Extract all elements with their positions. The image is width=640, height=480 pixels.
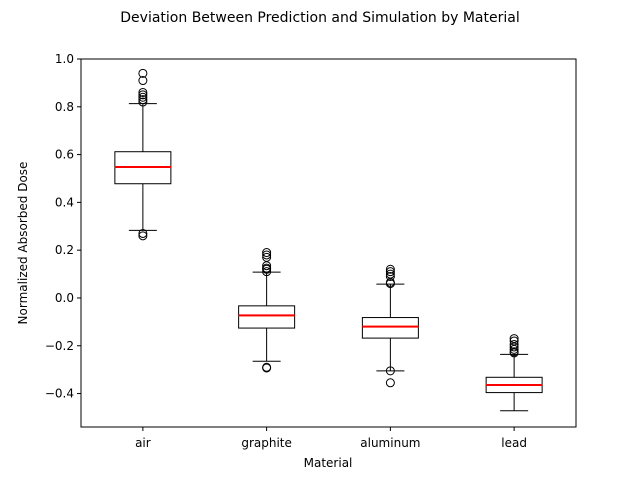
x-tick-label: graphite bbox=[241, 436, 292, 450]
outlier-point bbox=[262, 250, 272, 260]
outlier-point bbox=[509, 336, 519, 346]
iqr-box bbox=[361, 317, 419, 339]
x-tick-label: aluminum bbox=[360, 436, 420, 450]
outlier-point bbox=[138, 231, 148, 241]
box-lead bbox=[485, 334, 543, 412]
box-graphite bbox=[238, 248, 296, 373]
y-tick-label: 0.4 bbox=[55, 195, 74, 209]
iqr-box bbox=[238, 305, 296, 329]
outlier-point bbox=[385, 264, 395, 274]
outlier-point bbox=[509, 347, 519, 357]
box-air bbox=[114, 68, 172, 241]
y-tick-label: 0.8 bbox=[55, 100, 74, 114]
outlier-point bbox=[262, 363, 272, 373]
outlier-point bbox=[138, 68, 148, 78]
outlier-point bbox=[385, 271, 395, 281]
box-aluminum bbox=[361, 264, 419, 388]
y-tick-label: 1.0 bbox=[55, 52, 74, 66]
outlier-point bbox=[385, 366, 395, 376]
outlier-point bbox=[138, 97, 148, 107]
outlier-point bbox=[138, 92, 148, 102]
outlier-point bbox=[138, 90, 148, 100]
y-tick-label: 0.0 bbox=[55, 291, 74, 305]
outlier-point bbox=[138, 87, 148, 97]
y-tick-label: 0.2 bbox=[55, 243, 74, 257]
outlier-point bbox=[509, 334, 519, 344]
y-axis-ticks: −0.4 −0.2 0.0 0.2 0.4 0.6 0.8 1.0 bbox=[45, 52, 81, 401]
outlier-point bbox=[262, 263, 272, 273]
outlier-point bbox=[385, 267, 395, 277]
chart-title: Deviation Between Prediction and Simulat… bbox=[120, 10, 519, 26]
axes-frame bbox=[80, 58, 577, 428]
outlier-point bbox=[262, 248, 272, 258]
plot-area bbox=[114, 68, 543, 412]
outlier-point bbox=[138, 228, 148, 238]
outlier-point bbox=[138, 95, 148, 105]
outlier-point bbox=[509, 340, 519, 350]
outlier-point bbox=[262, 252, 272, 262]
outlier-point bbox=[262, 267, 272, 277]
x-axis-label: Material bbox=[304, 456, 353, 470]
x-tick-label: lead bbox=[501, 436, 527, 450]
y-tick-label: −0.4 bbox=[45, 387, 74, 401]
x-tick-label: air bbox=[135, 436, 151, 450]
y-tick-label: 0.6 bbox=[55, 148, 74, 162]
outlier-point bbox=[385, 378, 395, 388]
y-axis-label: Normalized Absorbed Dose bbox=[16, 162, 30, 325]
outlier-point bbox=[138, 76, 148, 86]
outlier-point bbox=[385, 269, 395, 279]
y-tick-label: −0.2 bbox=[45, 339, 74, 353]
x-axis-ticks: air graphite aluminum lead bbox=[135, 427, 527, 450]
